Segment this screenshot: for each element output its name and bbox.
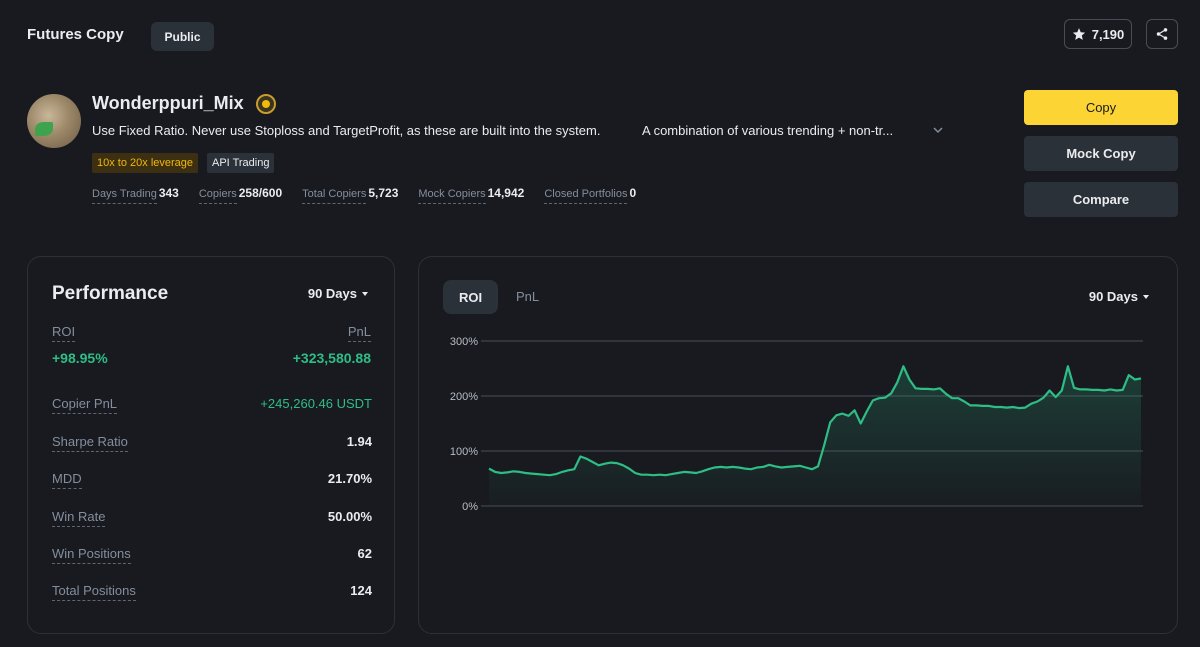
stat-value: 0 (629, 186, 637, 200)
stat-value: 5,723 (368, 186, 399, 200)
copy-button[interactable]: Copy (1024, 90, 1178, 125)
page-title: Futures Copy (27, 26, 124, 43)
top-bar: Futures Copy Public 7,190 (0, 0, 1200, 70)
y-tick-label: 0% (462, 501, 478, 513)
y-tick-label: 100% (450, 446, 478, 458)
chart-period-select[interactable]: 90 Days (1089, 289, 1149, 304)
metric-value: +245,260.46 USDT (260, 396, 372, 411)
visibility-badge[interactable]: Public (151, 22, 214, 51)
metric-label: Sharpe Ratio (52, 434, 128, 452)
y-tick-label: 200% (450, 391, 478, 403)
roi-area-fill (489, 366, 1141, 506)
star-icon (1072, 28, 1085, 40)
metric-label: MDD (52, 471, 82, 489)
metric-label: Win Rate (52, 509, 106, 527)
metric-total-positions: Total Positions 124 (52, 583, 372, 603)
stat-value: 14,942 (487, 186, 525, 200)
tab-roi[interactable]: ROI (443, 280, 498, 314)
roi-line-chart: 300% 200% 100% 0% (450, 336, 1143, 513)
roi-value: +98.95% (52, 350, 108, 366)
y-tick-label: 300% (450, 336, 478, 348)
share-icon (1156, 28, 1168, 40)
stat-value: 343 (158, 186, 179, 200)
pnl-value: +323,580.88 (292, 350, 371, 366)
avatar (27, 94, 81, 148)
trader-name: Wonderppuri_Mix (92, 93, 244, 113)
favorite-count: 7,190 (1091, 26, 1125, 42)
api-trading-tag: API Trading (207, 153, 275, 173)
mock-copy-button[interactable]: Mock Copy (1024, 136, 1178, 171)
favorite-button[interactable]: 7,190 (1064, 19, 1132, 49)
trader-stats: Days Trading 343 Copiers 258/600 Total Cop… (92, 186, 656, 204)
tab-pnl[interactable]: PnL (516, 289, 540, 304)
performance-card: Performance 90 Days ROI PnL +98.95% +323… (27, 256, 395, 634)
stat-label: Closed Portfolios (544, 188, 628, 204)
stat-value: 258/600 (238, 186, 283, 200)
stat-label: Mock Copiers (418, 188, 486, 204)
metric-win-positions: Win Positions 62 (52, 546, 372, 566)
metric-value: 62 (357, 546, 372, 561)
metric-value: 1.94 (346, 434, 372, 449)
stat-label: Days Trading (92, 188, 157, 204)
metric-win-rate: Win Rate 50.00% (52, 509, 372, 529)
stat-label: Copiers (198, 188, 237, 204)
stat-total-copiers: Total Copiers 5,723 (302, 186, 398, 204)
metric-mdd: MDD 21.70% (52, 471, 372, 491)
leverage-tag: 10x to 20x leverage (92, 153, 199, 173)
compare-button[interactable]: Compare (1024, 182, 1178, 217)
metric-label: Win Positions (52, 546, 131, 564)
metric-sharpe-ratio: Sharpe Ratio 1.94 (52, 434, 372, 454)
performance-title: Performance (52, 283, 169, 304)
trader-bio-more: A combination of various trending + non-… (642, 123, 894, 138)
stat-mock-copiers: Mock Copiers 14,942 (418, 186, 524, 204)
metric-copier-pnl: Copier PnL +245,260.46 USDT (52, 396, 372, 416)
roi-chart-card: ROI PnL 90 Days 300% 200% 100% 0% (418, 256, 1178, 634)
stat-label: Total Copiers (302, 188, 367, 204)
caret-down-icon (1143, 294, 1149, 299)
stat-copiers: Copiers 258/600 (198, 186, 283, 204)
metric-value: 124 (350, 583, 372, 598)
trader-bio: Use Fixed Ratio. Never use Stoploss and … (92, 123, 601, 138)
period-label: 90 Days (307, 286, 357, 301)
metric-value: 21.70% (327, 471, 372, 486)
stat-closed-portfolios: Closed Portfolios 0 (544, 186, 636, 204)
metric-label: Total Positions (52, 583, 136, 601)
caret-down-icon (362, 291, 368, 296)
chevron-down-icon[interactable] (932, 124, 944, 136)
metric-value: 50.00% (327, 509, 372, 524)
stat-days-trading: Days Trading 343 (92, 186, 179, 204)
pnl-label: PnL (347, 324, 371, 342)
performance-period-select[interactable]: 90 Days (308, 286, 368, 301)
roi-series-line (488, 365, 1142, 477)
roi-label: ROI (52, 324, 76, 342)
period-label: 90 Days (1088, 289, 1138, 304)
verified-badge-icon (256, 94, 276, 114)
metric-label: Copier PnL (52, 396, 118, 414)
share-button[interactable] (1146, 19, 1178, 49)
